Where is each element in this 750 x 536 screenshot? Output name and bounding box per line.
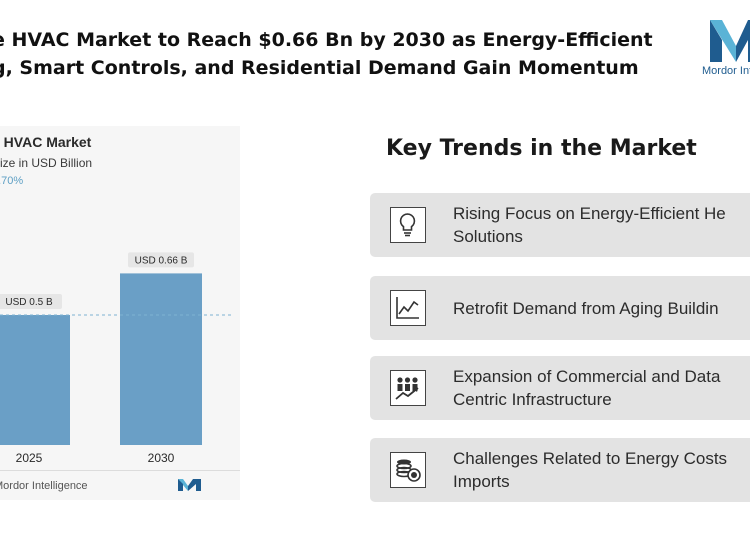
tick-label-2025: 2025 — [16, 451, 43, 465]
tick-label-2030: 2030 — [148, 451, 175, 465]
chart-subtitle: Size in USD Billion — [0, 156, 93, 170]
chart-title: e HVAC Market — [0, 134, 92, 150]
headline-line-2: g, Smart Controls, and Residential Deman… — [0, 57, 639, 79]
data-label-box — [128, 252, 194, 268]
page-headline: e HVAC Market to Reach $0.66 Bn by 2030 … — [0, 26, 692, 82]
lightbulb-icon — [390, 207, 426, 243]
mordor-mini-logo-icon — [178, 479, 201, 491]
coins-icon — [390, 452, 426, 488]
data-label-box — [0, 294, 62, 309]
mordor-logo-icon — [710, 20, 750, 62]
headline-line-1: e HVAC Market to Reach $0.66 Bn by 2030 … — [0, 29, 653, 51]
chart-cagr: 5.70% — [0, 175, 24, 187]
bar-2030 — [120, 273, 202, 445]
data-label: USD 0.5 B — [5, 297, 53, 308]
trend-text: Rising Focus on Energy-Efficient He Solu… — [453, 204, 726, 246]
trend-text: Challenges Related to Energy Costs Impor… — [453, 449, 728, 491]
chart-footer-divider — [0, 470, 240, 471]
trend-card-energy-efficient: Rising Focus on Energy-Efficient He Solu… — [370, 193, 750, 257]
data-label: USD 0.66 B — [135, 255, 188, 266]
line-chart-icon — [390, 290, 426, 326]
bar-chart: USD 0.5 B 2025 USD 0.66 B 2030 — [0, 252, 232, 465]
trend-card-retrofit: Retrofit Demand from Aging Buildin — [370, 276, 750, 340]
people-growth-icon — [390, 370, 426, 406]
trend-card-challenges: Challenges Related to Energy Costs Impor… — [370, 438, 750, 502]
logo-text: Mordor Int — [702, 65, 750, 77]
chart-source: Mordor Intelligence — [0, 480, 88, 492]
bar-2025 — [0, 315, 70, 445]
trends-title: Key Trends in the Market — [386, 136, 697, 161]
trend-text: Retrofit Demand from Aging Buildin — [453, 298, 719, 318]
trend-text: Expansion of Commercial and Data Centric… — [453, 367, 721, 409]
trend-card-commercial: Expansion of Commercial and Data Centric… — [370, 356, 750, 420]
